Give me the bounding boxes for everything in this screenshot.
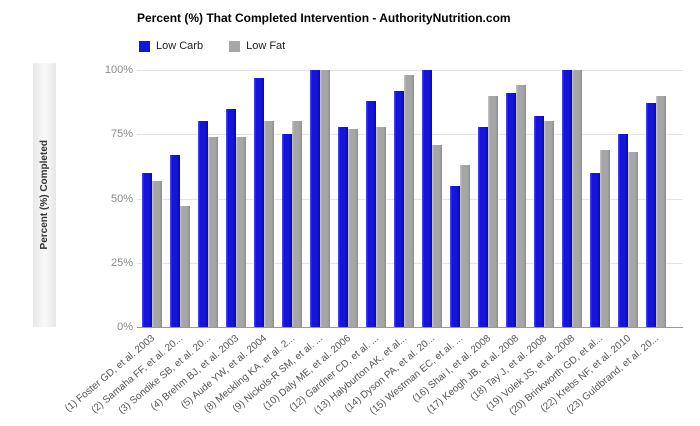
legend-label-low-fat: Low Fat bbox=[246, 40, 286, 52]
bar-low-fat[interactable] bbox=[600, 149, 610, 327]
legend-item-low-fat: Low Fat bbox=[229, 40, 285, 52]
gridline bbox=[137, 70, 683, 71]
bar-low-carb[interactable] bbox=[282, 134, 292, 327]
x-axis-baseline bbox=[137, 327, 683, 328]
chart-title: Percent (%) That Completed Intervention … bbox=[137, 11, 511, 25]
bar-low-fat[interactable] bbox=[376, 126, 386, 327]
bar-low-carb[interactable] bbox=[198, 121, 208, 327]
bar-group bbox=[170, 154, 190, 327]
bar-group bbox=[646, 95, 666, 327]
bar-group bbox=[478, 95, 498, 327]
bar-group bbox=[198, 121, 218, 327]
bar-low-fat[interactable] bbox=[572, 70, 582, 327]
bar-low-carb[interactable] bbox=[478, 126, 488, 327]
y-tick-label: 100% bbox=[104, 64, 133, 76]
bar-group bbox=[254, 77, 274, 327]
bar-low-fat[interactable] bbox=[208, 136, 218, 327]
bar-group bbox=[366, 100, 386, 327]
bar-group bbox=[338, 126, 358, 327]
bar-low-carb[interactable] bbox=[506, 93, 516, 327]
y-axis-title-strip: Percent (%) Completed bbox=[33, 63, 56, 327]
bar-low-carb[interactable] bbox=[618, 134, 628, 327]
plot-area: 100% 75% 50% 25% 0% bbox=[105, 64, 683, 333]
legend: Low Carb Low Fat bbox=[139, 40, 285, 52]
bar-low-fat[interactable] bbox=[656, 95, 666, 327]
y-tick-label: 75% bbox=[110, 128, 133, 141]
bar-low-carb[interactable] bbox=[170, 154, 180, 327]
bar-group bbox=[282, 121, 302, 327]
bar-low-carb[interactable] bbox=[366, 100, 376, 327]
bar-low-carb[interactable] bbox=[646, 103, 656, 327]
bar-group bbox=[422, 70, 442, 327]
bar-group bbox=[310, 70, 330, 327]
bar-low-carb[interactable] bbox=[226, 108, 236, 327]
bar-low-fat[interactable] bbox=[320, 70, 330, 327]
legend-label-low-carb: Low Carb bbox=[156, 40, 204, 52]
bar-low-carb[interactable] bbox=[422, 70, 432, 327]
bar-low-fat[interactable] bbox=[432, 144, 442, 327]
y-tick-label: 0% bbox=[117, 321, 133, 333]
bar-group bbox=[562, 70, 582, 327]
bar-group bbox=[618, 134, 638, 327]
bar-low-fat[interactable] bbox=[236, 136, 246, 327]
bar-group bbox=[226, 108, 246, 327]
bar-low-fat[interactable] bbox=[152, 180, 162, 327]
bar-low-carb[interactable] bbox=[590, 172, 600, 327]
bar-low-fat[interactable] bbox=[516, 85, 526, 327]
bar-low-fat[interactable] bbox=[460, 165, 470, 327]
y-tick-label: 25% bbox=[110, 256, 133, 269]
bar-low-fat[interactable] bbox=[544, 121, 554, 327]
bar-low-fat[interactable] bbox=[404, 75, 414, 327]
bar-low-fat[interactable] bbox=[348, 129, 358, 327]
low-carb-swatch-icon bbox=[139, 40, 150, 52]
bar-low-carb[interactable] bbox=[142, 172, 152, 327]
bar-group bbox=[142, 172, 162, 327]
bar-low-carb[interactable] bbox=[254, 77, 264, 327]
bar-low-fat[interactable] bbox=[292, 121, 302, 327]
bar-low-fat[interactable] bbox=[628, 152, 638, 327]
bar-low-carb[interactable] bbox=[562, 70, 572, 327]
bar-group bbox=[506, 85, 526, 327]
bar-group bbox=[590, 149, 610, 327]
bar-low-fat[interactable] bbox=[264, 121, 274, 327]
bar-low-carb[interactable] bbox=[394, 90, 404, 327]
bar-low-carb[interactable] bbox=[310, 70, 320, 327]
bar-low-carb[interactable] bbox=[338, 126, 348, 327]
low-fat-swatch-icon bbox=[229, 40, 241, 52]
bar-low-fat[interactable] bbox=[180, 206, 190, 327]
y-tick-label: 50% bbox=[110, 192, 133, 205]
bar-low-carb[interactable] bbox=[534, 116, 544, 327]
bar-group bbox=[450, 165, 470, 327]
bar-low-fat[interactable] bbox=[488, 95, 498, 327]
y-axis-title: Percent (%) Completed bbox=[39, 140, 50, 250]
bar-low-carb[interactable] bbox=[450, 185, 460, 327]
bar-group bbox=[394, 75, 414, 327]
legend-item-low-carb: Low Carb bbox=[139, 40, 203, 52]
bar-group bbox=[534, 116, 554, 327]
